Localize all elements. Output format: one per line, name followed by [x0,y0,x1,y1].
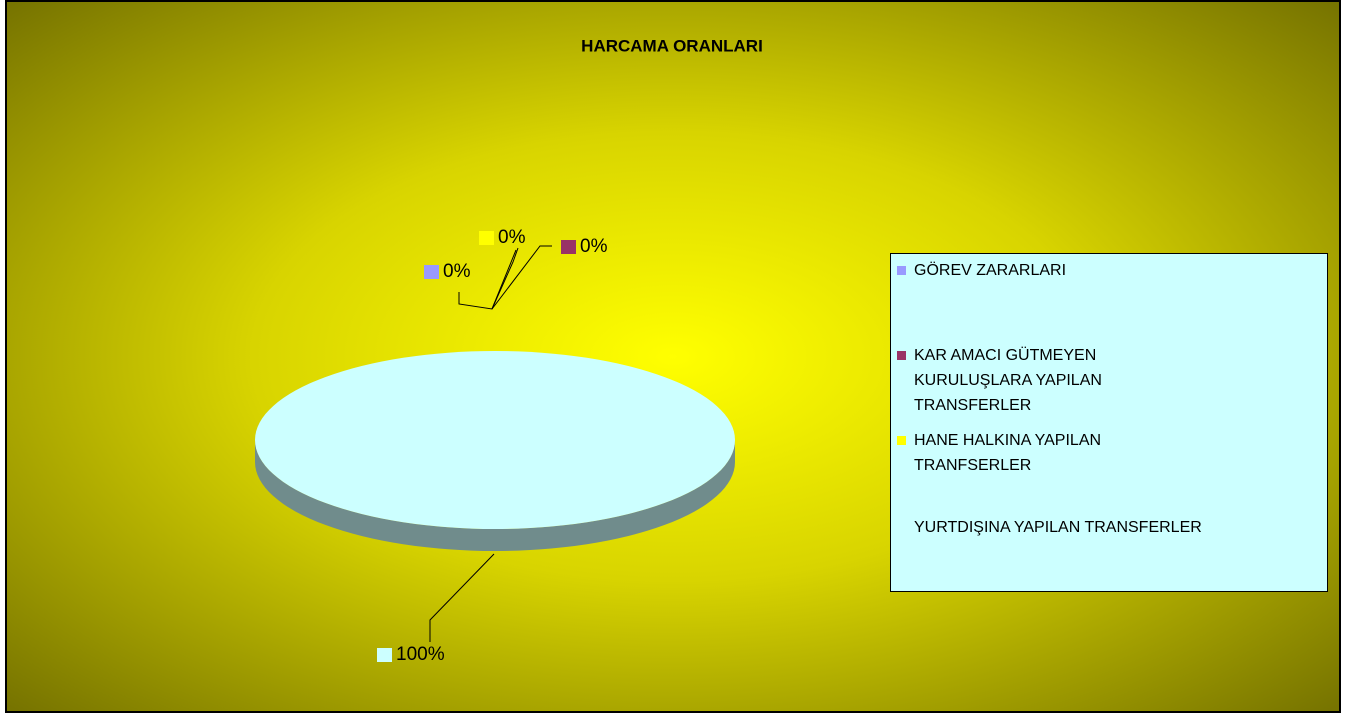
legend-label: KAR AMACI GÜTMEYEN KURULUŞLARA YAPILAN T… [914,347,1102,414]
legend-swatch [897,266,906,275]
legend-entry: GÖREV ZARARLARI [897,258,1297,283]
data-label: 0% [498,227,526,248]
pie-slice [255,351,735,529]
data-label-swatch [377,648,392,662]
legend-label: GÖREV ZARARLARI [914,262,1067,279]
legend-label: YURTDIŞINA YAPILAN TRANSFERLER [914,519,1202,536]
legend-entry: HANE HALKINA YAPILAN TRANFSERLER [897,428,1187,478]
pie-slice-side [255,440,735,551]
chart-title: HARCAMA ORANLARI [581,36,763,55]
data-label: 100% [396,644,445,665]
legend-swatch [897,523,906,532]
data-label-swatch [561,240,576,254]
legend: GÖREV ZARARLARI KAR AMACI GÜTMEYEN KURULU… [890,253,1328,592]
legend-swatch [897,436,906,445]
legend-entry: YURTDIŞINA YAPILAN TRANSFERLER [897,515,1307,540]
data-label: 0% [580,236,608,257]
legend-label: HANE HALKINA YAPILAN TRANFSERLER [914,432,1102,474]
legend-entry: KAR AMACI GÜTMEYEN KURULUŞLARA YAPILAN T… [897,343,1167,418]
data-label: 0% [443,261,471,282]
legend-swatch [897,351,906,360]
leader-lines [429,245,552,642]
data-label-swatch [424,265,439,279]
data-label-swatch [479,231,494,245]
